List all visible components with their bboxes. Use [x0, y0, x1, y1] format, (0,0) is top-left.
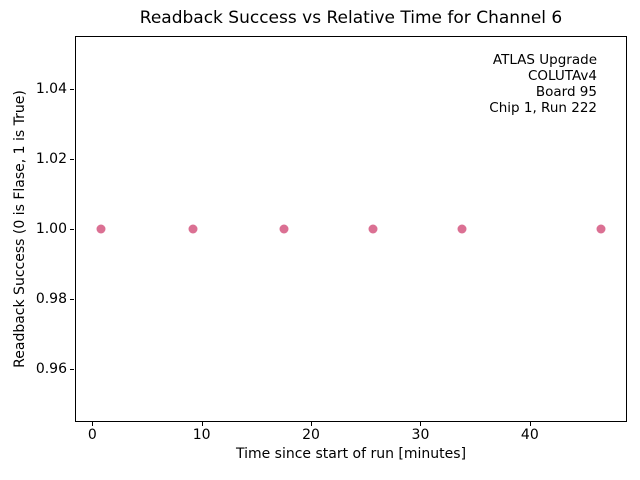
annotation-line: Board 95 [535, 84, 597, 100]
chart-title: Readback Success vs Relative Time for Ch… [139, 8, 563, 28]
x-tick-mark [201, 422, 203, 426]
plot-area [75, 36, 627, 422]
x-tick-mark [420, 422, 422, 426]
x-axis-label: Time since start of run [minutes] [235, 446, 467, 462]
y-axis-label: Readback Success (0 is Flase, 1 is True) [12, 90, 28, 368]
x-tick-label: 20 [302, 427, 320, 443]
x-tick-mark [311, 422, 313, 426]
x-tick-mark [92, 422, 94, 426]
y-tick-mark [70, 229, 74, 230]
y-tick-label: 1.00 [35, 221, 67, 237]
y-tick-label: 0.98 [35, 291, 67, 308]
x-tick-label: 30 [411, 427, 430, 443]
x-tick-label: 10 [192, 427, 211, 443]
annotation: ATLAS Upgrade COLUTAv4 Board 95 Chip 1, … [489, 52, 597, 116]
y-tick-label: 0.96 [35, 361, 67, 378]
data-point [96, 224, 106, 234]
y-tick-mark [70, 158, 74, 160]
y-tick-mark [70, 88, 74, 90]
data-point [457, 224, 467, 234]
data-point [596, 224, 606, 234]
y-tick-label: 1.04 [35, 80, 67, 97]
x-tick-label: 40 [520, 427, 539, 443]
y-tick-label: 1.02 [35, 150, 67, 167]
data-point [368, 224, 378, 234]
y-tick-mark [70, 369, 74, 371]
data-point [279, 224, 289, 234]
annotation-line: ATLAS Upgrade [492, 52, 597, 68]
x-tick-label: 0 [87, 427, 97, 443]
data-point [188, 224, 198, 234]
x-tick-mark [529, 422, 531, 426]
annotation-line: COLUTAv4 [527, 68, 597, 84]
annotation-line: Chip 1, Run 222 [489, 100, 597, 116]
y-tick-mark [70, 299, 74, 301]
